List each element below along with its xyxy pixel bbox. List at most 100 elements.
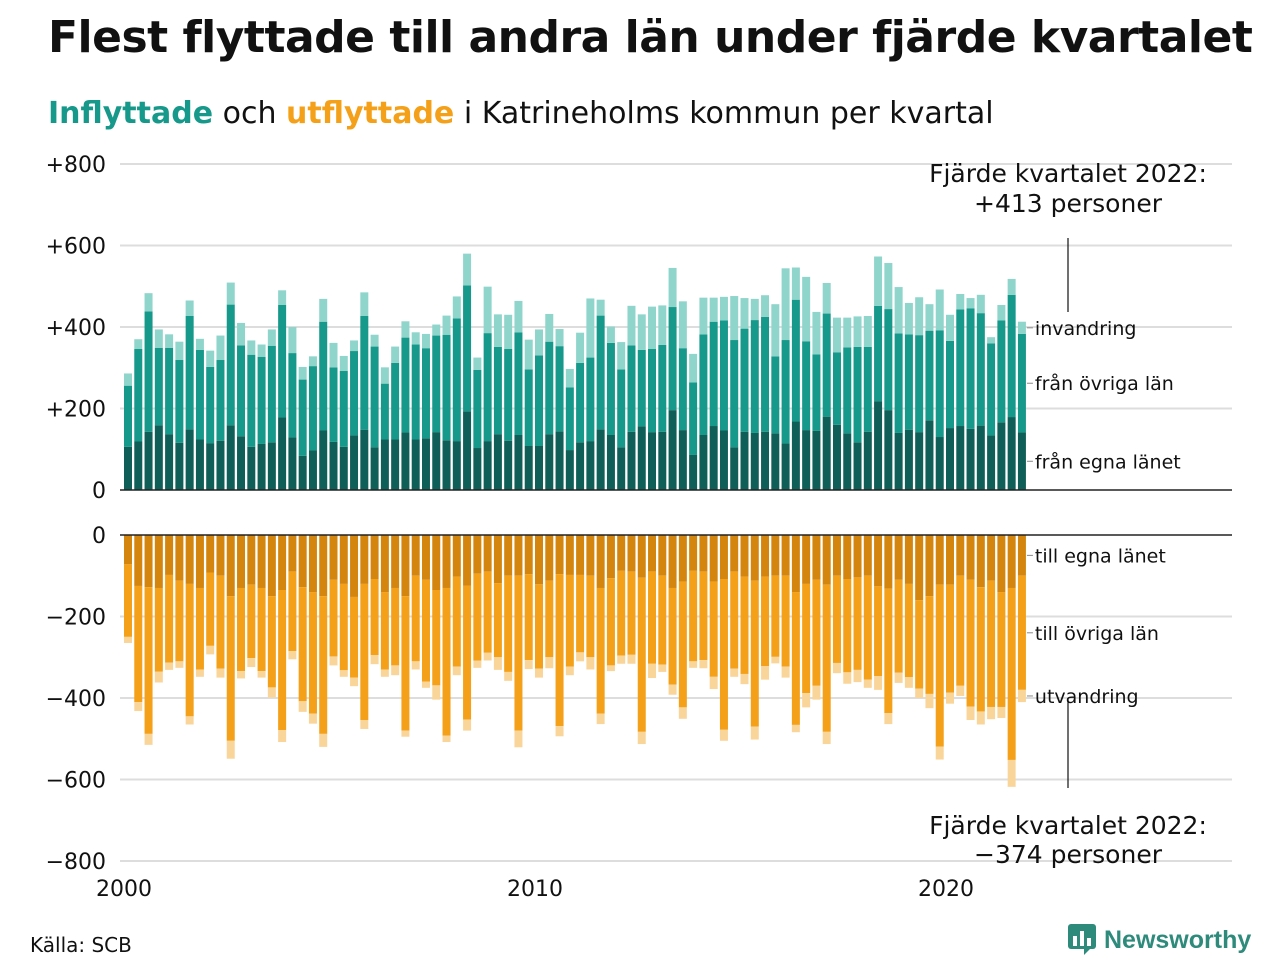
bar-in-2 [380,383,389,440]
bar-out-2 [576,574,585,653]
bar-out-3 [576,652,585,662]
bar-out-1 [648,535,657,572]
bar-in-3 [874,256,883,306]
bar-in-1 [997,422,1006,490]
bar-in-2 [391,362,400,440]
bar-in-1 [586,441,595,490]
bar-out-2 [956,575,965,686]
bar-in-1 [843,433,852,490]
bar-out-1 [329,535,338,580]
bar-in-2 [288,353,297,438]
bar-out-2 [195,587,204,670]
bar-out-3 [709,676,718,690]
bar-out-1 [987,535,996,581]
bar-out-2 [904,583,913,678]
bar-out-3 [771,656,780,664]
bar-in-3 [483,286,492,334]
bar-out-2 [247,584,256,659]
bar-out-3 [195,669,204,677]
brand-logo[interactable]: Newsworthy [1068,924,1251,956]
bar-in-3 [473,357,482,370]
bar-in-2 [791,299,800,422]
bar-in-2 [750,320,759,433]
bar-in-2 [339,371,348,447]
bar-in-2 [740,328,749,432]
bar-in-2 [535,355,543,446]
bar-in-2 [894,333,903,433]
bar-out-3 [473,660,482,668]
bar-in-1 [278,417,287,490]
bar-out-1 [997,535,1006,593]
bar-in-3 [463,253,472,286]
bar-in-2 [237,345,246,437]
bar-out-3 [976,711,985,725]
bar-in-1 [308,450,317,490]
bar-in-2 [699,334,708,435]
bar-in-3 [617,342,626,370]
bar-in-2 [257,356,266,444]
bar-in-2 [832,352,841,425]
bar-in-2 [124,385,132,447]
bar-out-2 [709,581,718,677]
bar-out-1 [874,535,883,587]
bar-in-2 [771,356,780,434]
bar-out-1 [350,535,359,597]
bar-out-1 [360,535,369,584]
bar-in-1 [699,434,708,490]
bar-in-2 [473,369,482,449]
bar-out-1 [689,535,698,571]
bar-out-1 [401,535,410,597]
y-tick-label: +400 [46,316,106,341]
y-tick-label: −800 [46,850,106,875]
bar-out-2 [946,584,954,693]
bar-out-2 [329,579,338,657]
bar-in-2 [863,346,872,432]
bar-out-1 [514,535,523,576]
bar-out-1 [278,535,287,591]
bar-out-1 [802,535,811,584]
y-tick-label: −400 [46,687,106,712]
bar-in-3 [925,304,934,331]
bar-in-2 [216,360,225,441]
bar-in-1 [915,432,924,490]
bar-in-2 [134,349,143,442]
bar-out-3 [206,645,215,655]
bar-out-1 [586,535,595,576]
bar-out-1 [165,535,174,575]
bar-out-3 [401,730,410,737]
bar-out-2 [473,573,482,661]
bar-in-3 [339,355,348,372]
bar-in-1 [606,434,615,490]
bar-out-3 [514,730,523,748]
bar-in-2 [946,340,954,429]
bar-out-2 [555,574,564,727]
series-label: till egna länet [1035,545,1166,567]
bar-out-2 [206,572,215,646]
bar-in-3 [545,313,554,342]
bar-out-2 [668,587,677,685]
bar-out-3 [884,713,893,725]
bar-in-2 [586,357,595,442]
bar-out-3 [288,651,297,660]
bar-out-1 [555,535,564,575]
bar-in-2 [432,335,441,433]
inflow-bars [124,253,1026,490]
bar-in-3 [627,305,636,346]
bar-out-1 [195,535,204,588]
bar-in-3 [956,293,965,310]
bar-out-3 [144,733,153,745]
bar-in-3 [606,326,615,343]
bar-in-2 [648,349,657,433]
bar-out-3 [278,730,287,743]
bar-in-3 [185,300,194,316]
bar-in-3 [1017,321,1026,334]
bar-in-3 [699,297,708,335]
bar-in-1 [987,435,996,490]
bar-in-1 [432,432,441,490]
bar-out-3 [719,729,728,741]
bar-in-2 [915,335,924,433]
bar-in-3 [175,341,184,361]
bar-out-1 [463,535,472,586]
bar-in-3 [535,329,543,356]
